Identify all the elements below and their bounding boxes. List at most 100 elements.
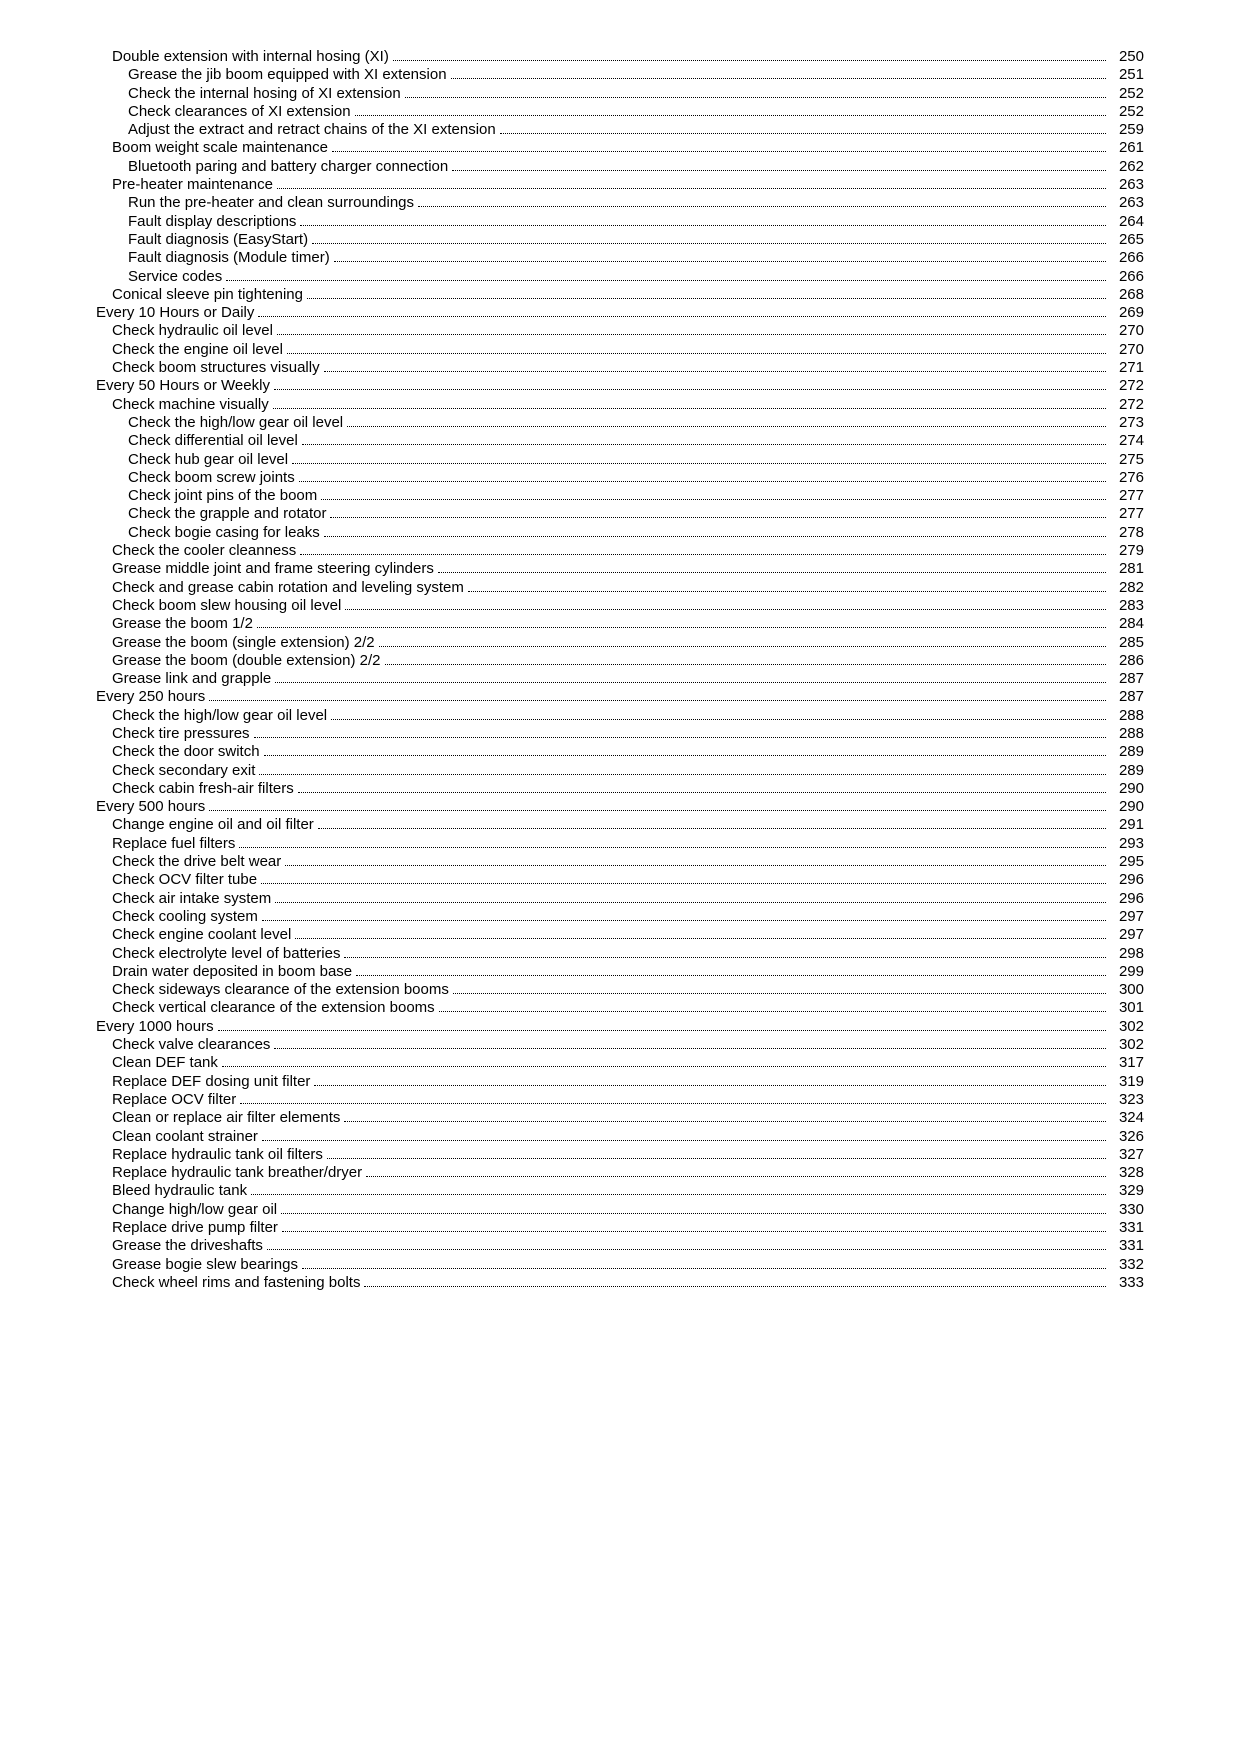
toc-leader-dots	[239, 847, 1106, 848]
toc-leader-dots	[274, 1048, 1106, 1049]
toc-page-number: 273	[1110, 414, 1144, 432]
toc-leader-dots	[226, 280, 1106, 281]
toc-leader-dots	[258, 316, 1106, 317]
toc-label: Check tire pressures	[112, 725, 250, 743]
toc-leader-dots	[300, 554, 1106, 555]
toc-label: Check boom slew housing oil level	[112, 597, 341, 615]
toc-label: Grease the driveshafts	[112, 1237, 263, 1255]
toc-page-number: 276	[1110, 469, 1144, 487]
toc-leader-dots	[355, 115, 1106, 116]
toc-entry: Check boom screw joints 276	[96, 469, 1144, 487]
toc-entry: Grease the jib boom equipped with XI ext…	[96, 66, 1144, 84]
toc-label: Grease the boom 1/2	[112, 615, 253, 633]
toc-leader-dots	[273, 408, 1106, 409]
toc-leader-dots	[324, 371, 1106, 372]
toc-entry: Check boom structures visually 271	[96, 359, 1144, 377]
toc-entry: Check cabin fresh-air filters 290	[96, 780, 1144, 798]
toc-entry: Check clearances of XI extension 252	[96, 103, 1144, 121]
toc-label: Grease middle joint and frame steering c…	[112, 560, 434, 578]
toc-entry: Check cooling system 297	[96, 908, 1144, 926]
toc-leader-dots	[438, 572, 1106, 573]
toc-leader-dots	[451, 78, 1106, 79]
toc-label: Check valve clearances	[112, 1036, 270, 1054]
toc-page-number: 297	[1110, 926, 1144, 944]
toc-leader-dots	[307, 298, 1106, 299]
toc-entry: Check sideways clearance of the extensio…	[96, 981, 1144, 999]
toc-entry: Grease the boom 1/2 284	[96, 615, 1144, 633]
toc-page-number: 289	[1110, 743, 1144, 761]
toc-label: Adjust the extract and retract chains of…	[128, 121, 496, 139]
toc-label: Clean or replace air filter elements	[112, 1109, 340, 1127]
toc-leader-dots	[295, 938, 1106, 939]
toc-page-number: 326	[1110, 1128, 1144, 1146]
toc-label: Grease the jib boom equipped with XI ext…	[128, 66, 447, 84]
toc-label: Grease link and grapple	[112, 670, 271, 688]
toc-leader-dots	[292, 463, 1106, 464]
toc-page-number: 290	[1110, 780, 1144, 798]
toc-entry: Check the drive belt wear 295	[96, 853, 1144, 871]
toc-entry: Check tire pressures 288	[96, 725, 1144, 743]
toc-label: Check bogie casing for leaks	[128, 524, 320, 542]
toc-leader-dots	[405, 97, 1106, 98]
toc-entry: Check the internal hosing of XI extensio…	[96, 85, 1144, 103]
toc-page-number: 297	[1110, 908, 1144, 926]
toc-label: Check boom screw joints	[128, 469, 295, 487]
toc-leader-dots	[500, 133, 1106, 134]
toc-page-number: 274	[1110, 432, 1144, 450]
toc-label: Check the grapple and rotator	[128, 505, 326, 523]
toc-entry: Adjust the extract and retract chains of…	[96, 121, 1144, 139]
toc-label: Fault diagnosis (EasyStart)	[128, 231, 308, 249]
toc-label: Every 500 hours	[96, 798, 205, 816]
toc-leader-dots	[439, 1011, 1106, 1012]
toc-leader-dots	[356, 975, 1106, 976]
toc-label: Every 1000 hours	[96, 1018, 214, 1036]
toc-entry: Grease the driveshafts 331	[96, 1237, 1144, 1255]
toc-page-number: 252	[1110, 85, 1144, 103]
toc-label: Conical sleeve pin tightening	[112, 286, 303, 304]
toc-page-number: 266	[1110, 268, 1144, 286]
toc-page-number: 271	[1110, 359, 1144, 377]
toc-page-number: 282	[1110, 579, 1144, 597]
toc-label: Service codes	[128, 268, 222, 286]
toc-entry: Fault diagnosis (EasyStart) 265	[96, 231, 1144, 249]
toc-entry: Replace hydraulic tank oil filters 327	[96, 1146, 1144, 1164]
toc-entry: Change engine oil and oil filter 291	[96, 816, 1144, 834]
toc-label: Pre-heater maintenance	[112, 176, 273, 194]
toc-leader-dots	[275, 902, 1106, 903]
toc-label: Every 50 Hours or Weekly	[96, 377, 270, 395]
toc-page-number: 283	[1110, 597, 1144, 615]
toc-entry: Bleed hydraulic tank 329	[96, 1182, 1144, 1200]
toc-page-number: 333	[1110, 1274, 1144, 1292]
toc-label: Check the high/low gear oil level	[128, 414, 343, 432]
toc-leader-dots	[393, 60, 1106, 61]
toc-page-number: 266	[1110, 249, 1144, 267]
toc-leader-dots	[385, 664, 1107, 665]
toc-label: Clean DEF tank	[112, 1054, 218, 1072]
toc-page-number: 298	[1110, 945, 1144, 963]
toc-entry: Run the pre-heater and clean surrounding…	[96, 194, 1144, 212]
toc-page-number: 324	[1110, 1109, 1144, 1127]
toc-entry: Check bogie casing for leaks 278	[96, 524, 1144, 542]
toc-label: Check machine visually	[112, 396, 269, 414]
toc-leader-dots	[257, 627, 1106, 628]
toc-label: Replace drive pump filter	[112, 1219, 278, 1237]
toc-entry: Replace fuel filters 293	[96, 835, 1144, 853]
toc-entry: Check hydraulic oil level 270	[96, 322, 1144, 340]
toc-page-number: 329	[1110, 1182, 1144, 1200]
toc-label: Grease the boom (single extension) 2/2	[112, 634, 375, 652]
toc-page-number: 279	[1110, 542, 1144, 560]
toc-page-number: 275	[1110, 451, 1144, 469]
toc-label: Replace DEF dosing unit filter	[112, 1073, 310, 1091]
toc-page-number: 284	[1110, 615, 1144, 633]
toc-entry: Check vertical clearance of the extensio…	[96, 999, 1144, 1017]
toc-leader-dots	[468, 591, 1106, 592]
toc-entry: Service codes 266	[96, 268, 1144, 286]
toc-page-number: 293	[1110, 835, 1144, 853]
toc-label: Run the pre-heater and clean surrounding…	[128, 194, 414, 212]
toc-page-number: 272	[1110, 377, 1144, 395]
toc-page-number: 265	[1110, 231, 1144, 249]
toc-page-number: 270	[1110, 322, 1144, 340]
toc-entry: Check joint pins of the boom 277	[96, 487, 1144, 505]
toc-page-number: 263	[1110, 176, 1144, 194]
toc-page-number: 272	[1110, 396, 1144, 414]
